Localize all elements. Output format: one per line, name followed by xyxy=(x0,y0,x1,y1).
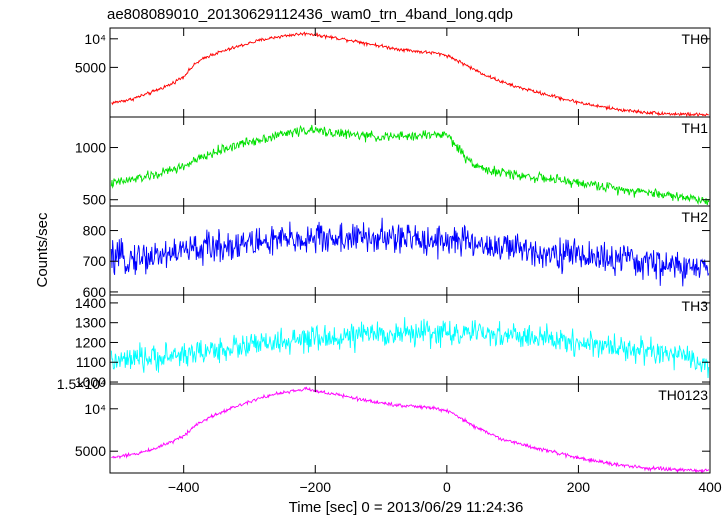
x-tick-label: 0 xyxy=(443,479,451,495)
series-line-th2 xyxy=(110,217,710,287)
y-tick-label: 10⁴ xyxy=(84,31,106,47)
y-tick-label: 5000 xyxy=(75,443,106,459)
y-tick-label: 1200 xyxy=(75,334,106,350)
y-tick-label: 500 xyxy=(83,192,107,208)
panel-frame xyxy=(109,27,711,118)
x-tick-label: −400 xyxy=(168,479,200,495)
y-tick-label: 1400 xyxy=(75,295,106,311)
panel-label: TH1 xyxy=(682,120,709,136)
series-line-th3 xyxy=(110,317,710,379)
y-tick-label: 10⁴ xyxy=(84,401,106,417)
panel-label: TH0 xyxy=(682,31,709,47)
x-tick-label: 200 xyxy=(567,479,591,495)
panel-label: TH2 xyxy=(682,209,709,225)
series-line-th1 xyxy=(110,124,710,206)
y-tick-label: 800 xyxy=(83,223,107,239)
x-tick-label: 400 xyxy=(698,479,722,495)
chart-title: ae808089010_20130629112436_wam0_trn_4ban… xyxy=(107,6,513,23)
panel-th0123: 5000 10⁴ 1.5×10⁴ TH0123 xyxy=(57,376,711,474)
panel-frame xyxy=(109,116,711,207)
x-axis-label: Time [sec] 0 = 2013/06/29 11:24:36 xyxy=(289,499,524,516)
panel-th1: 500 1000 TH1 xyxy=(75,116,711,208)
y-tick-label: 1300 xyxy=(75,315,106,331)
y-tick-label: 5000 xyxy=(75,59,106,75)
panel-label: TH0123 xyxy=(658,387,708,403)
series-line-th0 xyxy=(111,31,709,118)
panel-th2: 600 700 800 TH2 xyxy=(83,205,711,300)
y-tick-label: 1.5×10⁴ xyxy=(57,376,106,392)
y-tick-label: 700 xyxy=(83,253,107,269)
y-tick-label: 1000 xyxy=(75,140,106,156)
panel-frame xyxy=(109,383,711,474)
y-tick-label: 1000 xyxy=(75,374,106,390)
panels: 5000 10⁴ TH0 500 1000 TH1 600 700 800 TH2 1000 1100… xyxy=(57,27,722,495)
y-tick-label: 1100 xyxy=(76,354,106,370)
panel-th3: 1000 1100 1200 1300 1400 TH3 xyxy=(75,294,711,390)
x-tick-label: −200 xyxy=(299,479,331,495)
series-line-th0123 xyxy=(111,386,710,474)
panel-label: TH3 xyxy=(682,298,709,314)
panel-th0: 5000 10⁴ TH0 xyxy=(75,27,711,118)
y-tick-label: 600 xyxy=(83,284,107,300)
y-axis-label: Counts/sec xyxy=(34,212,51,288)
